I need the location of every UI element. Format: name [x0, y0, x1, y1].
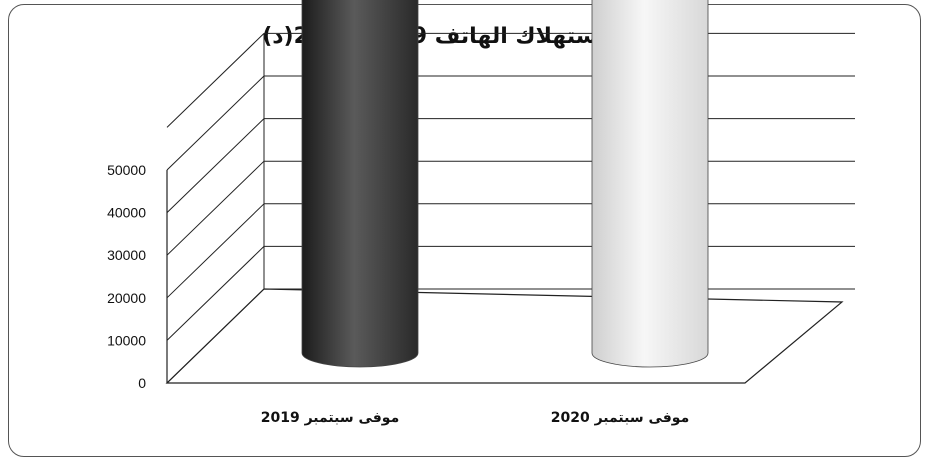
y-tick-label: 30000 — [107, 247, 146, 263]
gridline-side — [166, 118, 265, 213]
gridline-side — [166, 203, 265, 299]
y-tick-label: 10000 — [107, 332, 146, 348]
bar-0-body — [301, 0, 419, 368]
bar-1-body — [591, 0, 709, 368]
axes: 0 10000 20000 30000 40000 50000 — [107, 33, 844, 391]
y-tick-label: 20000 — [107, 290, 146, 306]
y-tick-label: 50000 — [107, 162, 146, 178]
gridline-side — [166, 246, 265, 341]
y-tick-label: 0 — [138, 375, 146, 391]
x-tick-label: موفى سبتمبر 2019 — [261, 410, 400, 426]
chart-floor — [165, 288, 844, 384]
gridlines — [166, 32, 855, 384]
gridline-side — [166, 33, 265, 128]
y-tick-label: 40000 — [107, 205, 146, 221]
gridline-side — [166, 75, 265, 171]
x-tick-label: موفى سبتمبر 2020 — [551, 410, 690, 426]
bars — [301, 0, 709, 368]
labels: 36714,832موفى سبتمبر 201947813,655موفى س… — [261, 410, 690, 426]
chart-frame — [8, 4, 921, 457]
gridline-side — [166, 160, 265, 256]
